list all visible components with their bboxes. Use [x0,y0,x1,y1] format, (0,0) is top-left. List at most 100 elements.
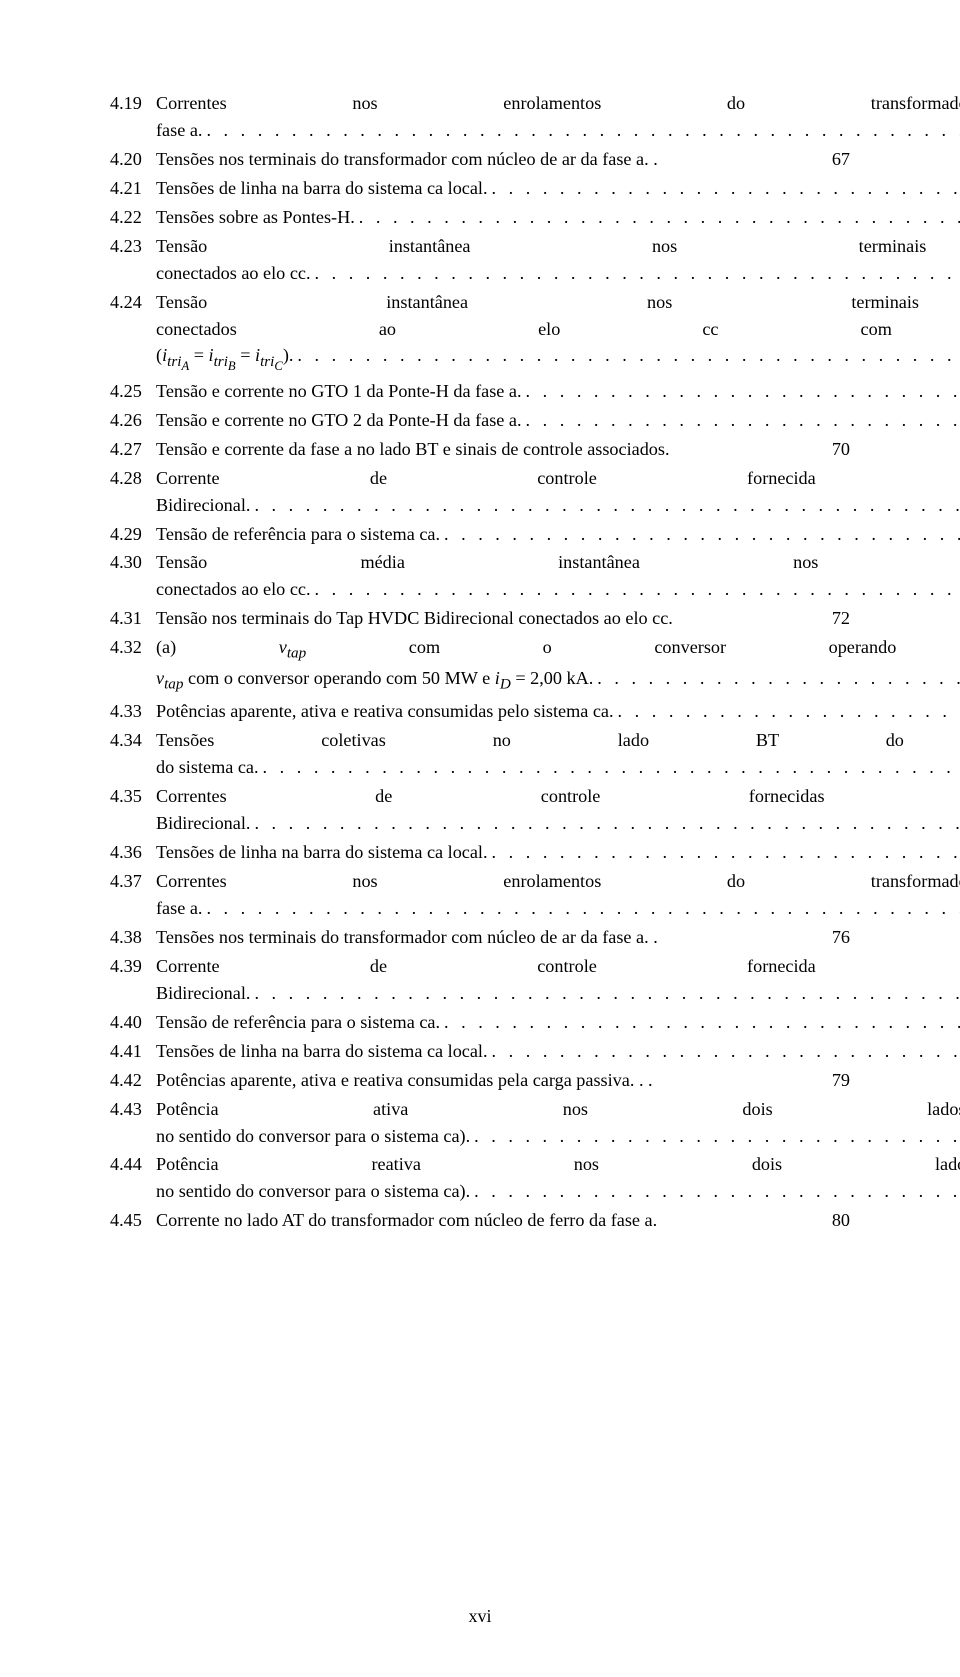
entry-description: Tensões sobre as Pontes-H.. . . . . . . … [156,204,960,231]
entry-last-line: Tensão nos terminais do Tap HVDC Bidirec… [156,605,850,632]
list-entry: 4.20Tensões nos terminais do transformad… [110,146,850,173]
list-entry: 4.22Tensões sobre as Pontes-H.. . . . . … [110,204,850,231]
entry-last-text: Tensão e corrente da fase a no lado BT e… [156,436,670,463]
entry-number: 4.26 [110,407,156,434]
entry-last-line: no sentido do conversor para o sistema c… [156,1178,960,1205]
entry-last-line: conectados ao elo cc.. . . . . . . . . .… [156,576,960,603]
entry-last-line: Tensões sobre as Pontes-H.. . . . . . . … [156,204,960,231]
dot-leader: . . . . . . . . . . . . . . . . . . . . … [614,698,960,725]
dot-leader: . . . . . . . . . . . . . . . . . . . . … [488,175,960,202]
dot-leader: . . . . . . . . . . . . . . . . . . . . … [470,1178,960,1205]
entry-last-text: Tensões de linha na barra do sistema ca … [156,839,488,866]
entry-line: Tensão instantânea nos terminais do Tap … [156,289,960,316]
entry-last-text: no sentido do conversor para o sistema c… [156,1178,470,1205]
entry-line: Correntes nos enrolamentos do transforma… [156,90,960,117]
entry-description: Corrente no lado AT do transformador com… [156,1207,850,1234]
list-entry: 4.32(a) vtap com o conversor operando co… [110,634,850,696]
dot-leader: . . . . . . . . . . . . . . . . . . . . … [293,342,960,369]
list-entry: 4.24Tensão instantânea nos terminais do … [110,289,850,376]
entry-description: Tensões nos terminais do transformador c… [156,924,850,951]
list-entry: 4.29Tensão de referência para o sistema … [110,521,850,548]
figure-list: 4.19Correntes nos enrolamentos do transf… [110,90,850,1234]
dot-leader: . . . . . . . . . . . . . . . . . . . . … [593,665,960,692]
entry-last-line: Tensões de linha na barra do sistema ca … [156,839,960,866]
entry-last-text: Bidirecional. [156,980,250,1007]
entry-description: (a) vtap com o conversor operando com 50… [156,634,960,696]
entry-description: Tensão e corrente da fase a no lado BT e… [156,436,850,463]
list-entry: 4.26Tensão e corrente no GTO 2 da Ponte-… [110,407,850,434]
dot-leader: . . . . . . . . . . . . . . . . . . . . … [202,117,960,144]
entry-last-text: Tensões de linha na barra do sistema ca … [156,1038,488,1065]
entry-description: Tensões de linha na barra do sistema ca … [156,175,960,202]
entry-line: Tensão média instantânea nos terminais d… [156,549,960,576]
entry-last-text: Tensões nos terminais do transformador c… [156,924,658,951]
entry-number: 4.22 [110,204,156,231]
dot-leader: . . . . . . . . . . . . . . . . . . . . … [440,521,960,548]
entry-page: 67 [826,146,850,173]
entry-last-text: Tensões de linha na barra do sistema ca … [156,175,488,202]
entry-last-text: vtap com o conversor operando com 50 MW … [156,665,593,696]
entry-last-text: (itriA = itriB = itriC). [156,342,293,375]
entry-number: 4.28 [110,465,156,492]
entry-line: Corrente de controle fornecida pelo cont… [156,465,960,492]
list-entry: 4.33Potências aparente, ativa e reativa … [110,698,850,725]
entry-description: Corrente de controle fornecida pelo cont… [156,465,960,519]
list-entry: 4.45Corrente no lado AT do transformador… [110,1207,850,1234]
entry-line: Correntes de controle fornecidas pelo co… [156,783,960,810]
entry-last-line: Bidirecional.. . . . . . . . . . . . . .… [156,810,960,837]
list-entry: 4.21Tensões de linha na barra do sistema… [110,175,850,202]
entry-page: 79 [826,1067,850,1094]
entry-last-text: Tensões sobre as Pontes-H. [156,204,355,231]
page-number: xvi [0,1606,960,1627]
entry-description: Correntes de controle fornecidas pelo co… [156,783,960,837]
entry-number: 4.27 [110,436,156,463]
page: 4.19Correntes nos enrolamentos do transf… [0,0,960,1677]
dot-leader: . . . . . . . . . . . . . . . . . . . . … [250,810,960,837]
entry-number: 4.41 [110,1038,156,1065]
entry-last-text: Bidirecional. [156,492,250,519]
entry-number: 4.21 [110,175,156,202]
entry-description: Corrente de controle fornecida pelo cont… [156,953,960,1007]
entry-number: 4.38 [110,924,156,951]
list-entry: 4.19Correntes nos enrolamentos do transf… [110,90,850,144]
entry-last-line: fase a.. . . . . . . . . . . . . . . . .… [156,117,960,144]
entry-page: 70 [826,436,850,463]
entry-description: Tensão nos terminais do Tap HVDC Bidirec… [156,605,850,632]
dot-leader: . . . . . . . . . . . . . . . . . . . . … [488,1038,960,1065]
entry-number: 4.29 [110,521,156,548]
dot-leader: . . . . . . . . . . . . . . . . . . . . … [259,754,960,781]
entry-description: Tensão e corrente no GTO 2 da Ponte-H da… [156,407,960,434]
entry-last-line: Tensão e corrente da fase a no lado BT e… [156,436,850,463]
entry-line: Tensão instantânea nos terminais do Tap … [156,233,960,260]
entry-line: Potência ativa nos dois lados do banco d… [156,1096,960,1123]
entry-last-text: fase a. [156,117,202,144]
entry-page: 80 [826,1207,850,1234]
entry-last-text: no sentido do conversor para o sistema c… [156,1123,470,1150]
entry-number: 4.36 [110,839,156,866]
list-entry: 4.38Tensões nos terminais do transformad… [110,924,850,951]
list-entry: 4.25Tensão e corrente no GTO 1 da Ponte-… [110,378,850,405]
entry-number: 4.34 [110,727,156,754]
entry-last-line: Tensões de linha na barra do sistema ca … [156,175,960,202]
entry-description: Tensão média instantânea nos terminais d… [156,549,960,603]
entry-number: 4.42 [110,1067,156,1094]
entry-last-text: Tensões nos terminais do transformador c… [156,146,658,173]
entry-description: Tensão de referência para o sistema ca..… [156,1009,960,1036]
list-entry: 4.42Potências aparente, ativa e reativa … [110,1067,850,1094]
entry-last-text: Corrente no lado AT do transformador com… [156,1207,657,1234]
entry-last-line: Tensão de referência para o sistema ca..… [156,521,960,548]
dot-leader: . . . . . . . . . . . . . . . . . . . . … [311,260,960,287]
list-entry: 4.44Potência reativa nos dois lados do b… [110,1151,850,1205]
entry-number: 4.19 [110,90,156,117]
entry-description: Tensão de referência para o sistema ca..… [156,521,960,548]
entry-last-line: vtap com o conversor operando com 50 MW … [156,665,960,696]
entry-last-line: Bidirecional.. . . . . . . . . . . . . .… [156,492,960,519]
entry-number: 4.44 [110,1151,156,1178]
entry-number: 4.24 [110,289,156,316]
entry-last-text: Tensão de referência para o sistema ca. [156,1009,440,1036]
list-entry: 4.36Tensões de linha na barra do sistema… [110,839,850,866]
entry-last-line: Tensões nos terminais do transformador c… [156,146,850,173]
dot-leader: . . . . . . . . . . . . . . . . . . . . … [440,1009,960,1036]
entry-description: Tensão instantânea nos terminais do Tap … [156,289,960,376]
dot-leader: . . . . . . . . . . . . . . . . . . . . … [250,980,960,1007]
